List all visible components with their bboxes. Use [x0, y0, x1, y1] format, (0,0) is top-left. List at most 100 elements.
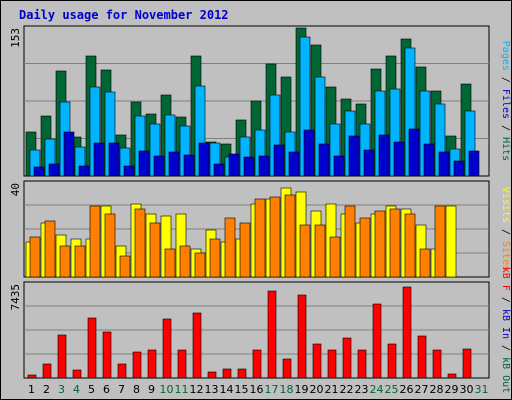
axis-label-part: kB Out [500, 357, 511, 393]
day-label: 1 [28, 383, 35, 396]
bar [408, 128, 420, 177]
day-label: 20 [310, 383, 324, 396]
series-kb-f [27, 286, 472, 379]
bar [44, 220, 56, 278]
bar [29, 236, 41, 278]
bar [59, 245, 71, 278]
y-max-label: 40 [9, 183, 22, 196]
bar [102, 331, 112, 379]
bar [423, 143, 435, 177]
bar [239, 222, 251, 278]
bar [177, 349, 187, 379]
bar [284, 194, 296, 278]
day-label: 29 [445, 383, 459, 396]
bar [119, 255, 131, 278]
bar [402, 286, 412, 379]
bar [108, 142, 120, 177]
day-label: 14 [220, 383, 234, 396]
series-pages [33, 128, 480, 177]
panel-axis-label: kB F / kB In / kB Out [500, 267, 511, 393]
bar [273, 144, 285, 177]
bar [282, 358, 292, 379]
y-max-label: 153 [9, 28, 22, 48]
day-label: 21 [325, 383, 339, 396]
day-label: 23 [355, 383, 369, 396]
bar [87, 317, 97, 379]
bar [432, 349, 442, 379]
bar [363, 149, 375, 177]
y-max-label: 7435 [9, 284, 22, 311]
bar [417, 335, 427, 379]
bar [329, 236, 341, 278]
bar [222, 368, 232, 379]
bar [74, 245, 86, 278]
axis-label-part: / [500, 119, 511, 137]
day-axis-labels: 1 2 3 4 5 6 7 8 9 10 11 12 13 14 15 16 17 18 19 20 21 22 23 24 2… [28, 383, 489, 396]
bar [447, 373, 457, 379]
bar [147, 349, 157, 379]
bar [153, 155, 165, 177]
day-label: 9 [148, 383, 155, 396]
bar [434, 205, 446, 278]
bar [213, 163, 225, 177]
bar [224, 217, 236, 278]
bar [63, 131, 75, 177]
day-label: 13 [205, 383, 219, 396]
day-label: 18 [280, 383, 294, 396]
bar [78, 165, 90, 177]
day-label: 7 [118, 383, 125, 396]
day-label: 11 [175, 383, 189, 396]
panel-kbytes: 7435 kB F / kB In / kB Out [9, 267, 511, 393]
bar [389, 208, 401, 278]
axis-label-part: Files [500, 89, 511, 119]
axis-label-part: / [500, 339, 511, 357]
bar [42, 363, 52, 379]
day-label: 28 [430, 383, 444, 396]
bar [419, 248, 431, 278]
bar [445, 205, 457, 278]
day-label: 8 [133, 383, 140, 396]
bar [333, 155, 345, 177]
axis-label-part: Hits [500, 137, 511, 161]
bar [312, 343, 322, 379]
chart-title: Daily usage for November 2012 [19, 8, 229, 22]
bar [357, 349, 367, 379]
bar [303, 129, 315, 177]
bar [168, 151, 180, 177]
axis-label-part: Pages [500, 41, 511, 71]
bar [117, 363, 127, 379]
day-label: 31 [475, 383, 489, 396]
bar [48, 163, 60, 177]
bar [453, 160, 465, 177]
bar [372, 303, 382, 379]
bar [327, 349, 337, 379]
bar [359, 217, 371, 278]
bar [33, 166, 45, 177]
bar [162, 318, 172, 379]
bar [72, 369, 82, 379]
bar [344, 205, 356, 278]
bar [252, 349, 262, 379]
axis-label-part: kB In [500, 309, 511, 339]
day-label: 24 [370, 383, 384, 396]
panel-visits-sites: 40 Visits / Sites [9, 180, 511, 278]
bar [258, 155, 270, 177]
bar [138, 150, 150, 177]
day-label: 22 [340, 383, 354, 396]
bar [209, 238, 221, 278]
axis-label-part: / [500, 223, 511, 241]
bar [104, 213, 116, 278]
bar [179, 245, 191, 278]
axis-label-part: / [500, 71, 511, 89]
day-label: 5 [88, 383, 95, 396]
bar [149, 222, 161, 278]
bar [393, 141, 405, 177]
bar [288, 151, 300, 177]
panel-hits-files-pages: 153 Pages / Files / Hits [9, 25, 511, 177]
bar [192, 312, 202, 379]
bar [207, 371, 217, 379]
day-label: 17 [265, 383, 279, 396]
day-label: 15 [235, 383, 249, 396]
day-label: 6 [103, 383, 110, 396]
bar [198, 142, 210, 177]
